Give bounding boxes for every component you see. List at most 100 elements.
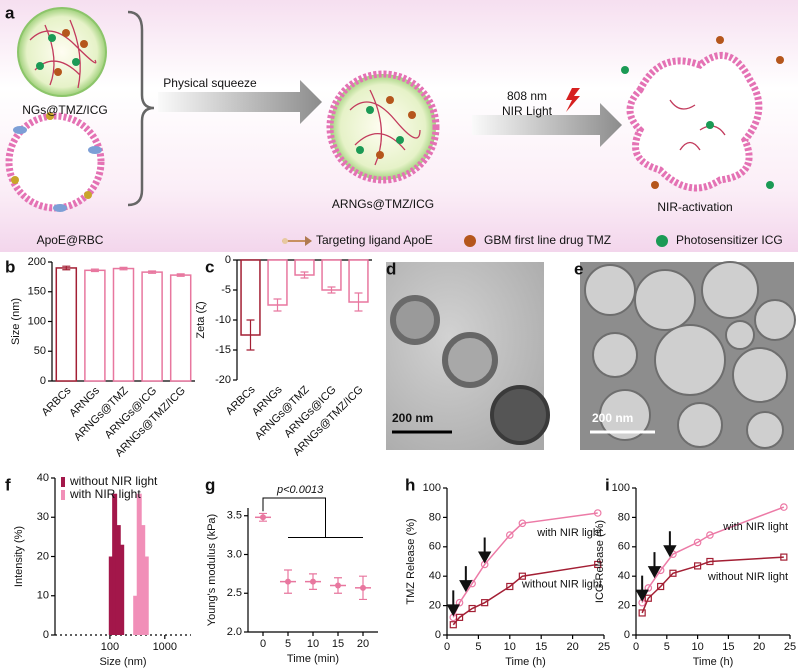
marker	[593, 509, 602, 517]
y-axis-label: Intensity (%)	[13, 526, 25, 587]
panel-letter: e	[574, 259, 583, 278]
marker	[638, 609, 646, 617]
panel-letter: b	[5, 257, 15, 276]
y-tick-label: -5	[221, 284, 231, 296]
nanogel	[17, 7, 107, 97]
legend-label: Targeting ligand ApoE	[316, 233, 433, 247]
label: ARNGs@TMZ/ICG	[332, 197, 434, 211]
panel-letter: h	[405, 475, 415, 494]
error-bar	[273, 298, 282, 312]
x-tick-label: 10	[307, 638, 319, 650]
error-bar	[300, 271, 309, 279]
y-axis-label: Zeta (ζ)	[195, 301, 207, 338]
bar	[140, 525, 146, 635]
legend-label: Photosensitizer ICG	[676, 233, 783, 247]
irradiation-arrow	[446, 590, 460, 617]
line	[641, 506, 785, 603]
y-tick-label: 40	[429, 570, 441, 582]
y-tick-label: 100	[612, 482, 630, 494]
tem-image	[386, 262, 550, 450]
marker	[506, 582, 514, 591]
series-label: without NIR light	[521, 578, 602, 590]
arngs	[326, 70, 440, 184]
y-tick-label: -15	[215, 344, 231, 356]
series-label: without NIR light	[707, 571, 788, 583]
marker	[518, 519, 527, 528]
y-tick-label: 60	[618, 541, 630, 553]
point	[360, 584, 366, 591]
y-tick-label: 2.0	[227, 626, 242, 638]
brace	[127, 10, 155, 207]
error-bar	[354, 292, 363, 312]
y-tick-label: 0	[40, 375, 46, 387]
marker	[706, 531, 714, 539]
bar	[119, 544, 125, 635]
irradiation-arrow	[477, 537, 492, 564]
irradiation-arrow	[459, 566, 473, 593]
legend-label: GBM first line drug TMZ	[484, 233, 611, 247]
label: ApoE@RBC	[37, 233, 104, 247]
scale-bar-label: 200 nm	[592, 411, 633, 425]
y-tick-label: 20	[618, 600, 630, 612]
arrow	[472, 103, 622, 147]
bar	[169, 274, 192, 382]
marker	[449, 621, 457, 629]
y-tick-label: 2.5	[227, 587, 242, 599]
bar	[133, 595, 139, 635]
y-axis-label: TMZ Release (%)	[405, 518, 417, 604]
x-tick-label: 20	[357, 638, 369, 650]
x-tick-label: 0	[260, 638, 266, 650]
panel-letter: g	[205, 475, 215, 494]
legend-swatch	[61, 477, 65, 487]
error-bar	[176, 273, 185, 277]
panel-letter: d	[386, 259, 396, 278]
y-tick-label: 10	[37, 590, 49, 602]
irradiation-arrow	[663, 531, 677, 558]
panel-letter: f	[5, 475, 11, 494]
y-tick-label: 20	[37, 550, 49, 562]
marker	[706, 557, 714, 566]
panel-letter: c	[205, 257, 214, 276]
y-tick-label: 0	[435, 629, 441, 641]
x-tick-label: 25	[784, 641, 796, 653]
label: Physical squeeze	[163, 76, 257, 90]
label: NIR-activation	[657, 200, 732, 214]
y-tick-label: 3.5	[227, 510, 242, 522]
x-tick-label: 100	[101, 641, 119, 653]
x-tick-label: 5	[475, 641, 481, 653]
x-axis-label: Time (h)	[693, 656, 734, 668]
bar	[267, 259, 288, 306]
y-tick-label: -20	[215, 374, 231, 386]
y-tick-label: 100	[423, 482, 441, 494]
y-tick-label: 80	[618, 511, 630, 523]
schematic	[0, 0, 798, 252]
x-axis-label: Time (min)	[287, 653, 339, 665]
marker	[693, 538, 702, 547]
panel-letter: a	[5, 3, 15, 22]
bar	[112, 267, 135, 382]
y-tick-label: 200	[28, 256, 46, 268]
bar	[115, 525, 121, 635]
error-bar	[62, 265, 71, 271]
y-axis-label: Size (nm)	[10, 298, 22, 345]
irradiation-arrow	[647, 552, 662, 579]
label: NIR Light	[502, 104, 553, 118]
x-tick-label: 15	[332, 638, 344, 650]
marker	[657, 582, 665, 591]
y-tick-label: 3.0	[227, 548, 242, 560]
legend-label: without NIR light	[69, 474, 158, 488]
bar	[84, 269, 106, 382]
y-tick-label: 40	[37, 472, 49, 484]
y-tick-label: 60	[429, 541, 441, 553]
marker	[455, 613, 464, 621]
x-tick-label: 15	[535, 641, 547, 653]
bar	[141, 271, 163, 382]
x-tick-label: 15	[722, 641, 734, 653]
error-bar	[119, 266, 128, 271]
label: NGs@TMZ/ICG	[22, 103, 108, 117]
y-tick-label: 50	[34, 345, 46, 357]
bar	[143, 556, 149, 635]
marker	[455, 598, 464, 607]
x-tick-label: 5	[285, 638, 291, 650]
bar	[136, 493, 142, 635]
